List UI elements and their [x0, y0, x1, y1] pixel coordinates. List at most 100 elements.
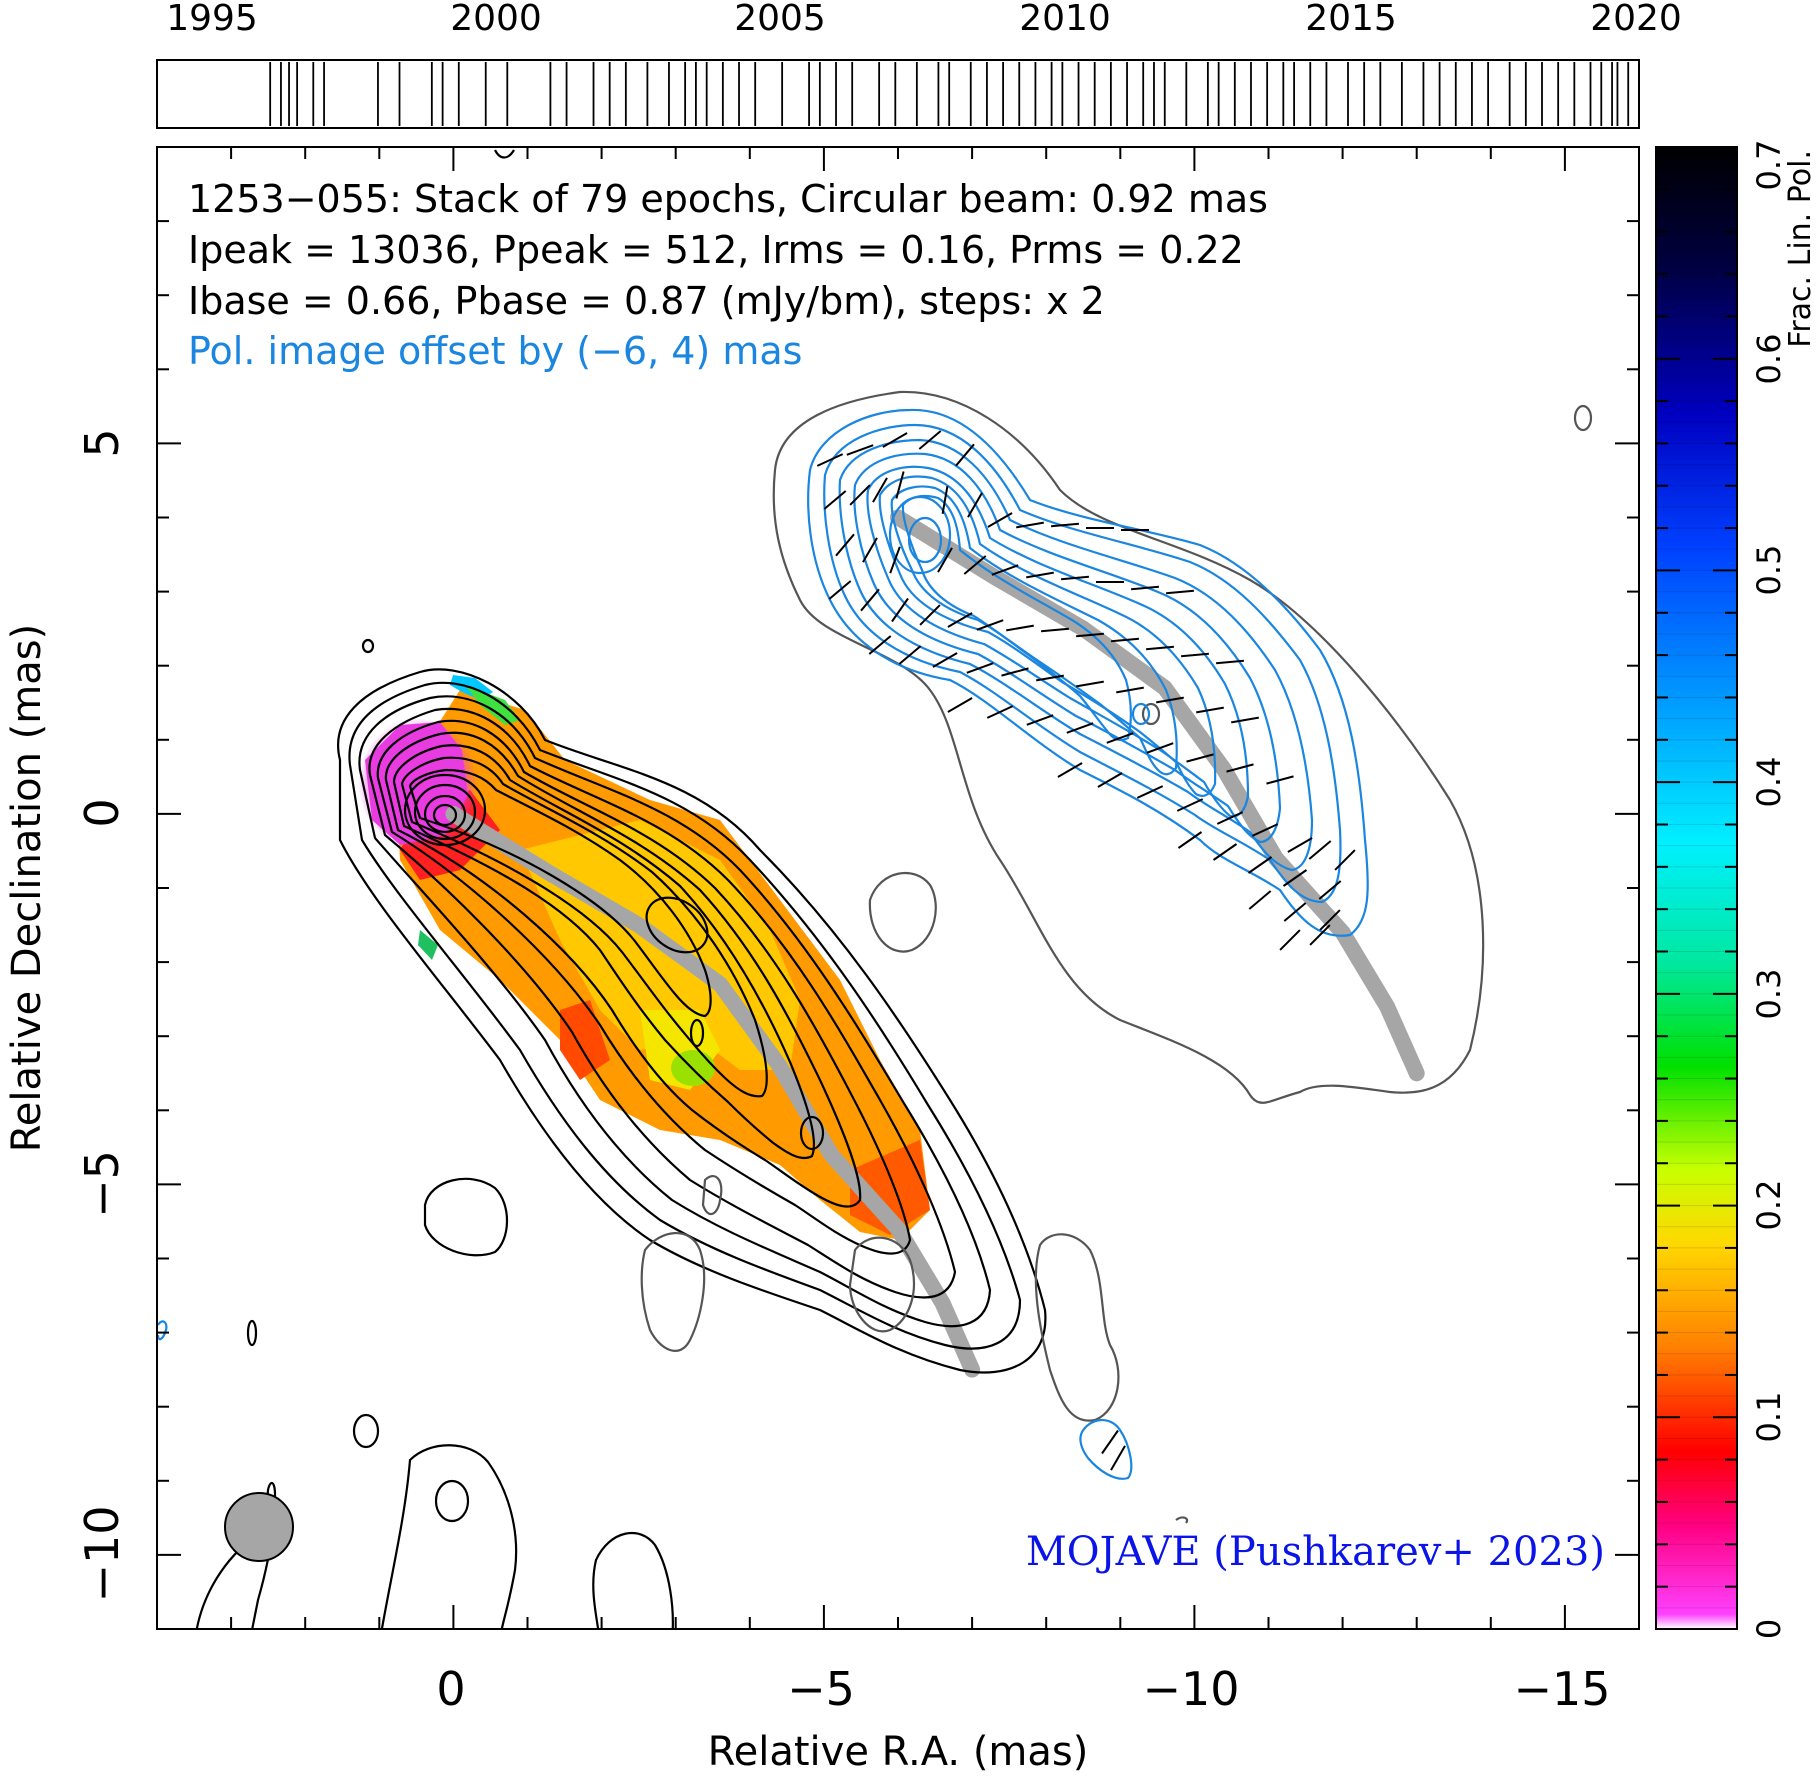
evpa-tick	[1097, 772, 1123, 788]
contour	[434, 1479, 470, 1523]
evpa-tick	[816, 453, 844, 467]
colorbar-tick-label: 0.6	[1750, 334, 1788, 385]
fpol-red-region	[560, 1000, 610, 1080]
evpa-tick	[1308, 840, 1332, 860]
evpa-tick	[1176, 798, 1204, 812]
x-tick-label: 0	[436, 1662, 465, 1716]
evpa-tick	[1001, 667, 1029, 677]
epoch-year-label: 2000	[450, 0, 542, 39]
contour	[689, 1018, 705, 1048]
evpa-tick	[1131, 585, 1159, 591]
contour	[1175, 1516, 1189, 1524]
contour	[866, 465, 1250, 818]
contour	[413, 783, 477, 841]
contour	[807, 408, 1369, 937]
evpa-tick	[1036, 674, 1064, 682]
colorbar-tick-label: 0.7	[1750, 140, 1788, 191]
contour	[392, 744, 815, 1160]
evpa-tick	[1016, 521, 1044, 529]
contour	[432, 803, 458, 827]
evpa-tick	[918, 430, 942, 450]
evpa-tick	[1283, 902, 1307, 922]
evpa-tick	[937, 547, 953, 573]
x-tick-label: −15	[1513, 1662, 1610, 1716]
colorbar: 0 0.1 0.2 0.3 0.4 0.5 0.6 0.7 Frac. Lin.…	[1655, 140, 1818, 1639]
evpa-tick	[1111, 637, 1139, 643]
epoch-year-label: 1995	[166, 0, 258, 39]
contour	[868, 871, 937, 953]
evpa-tick	[1057, 762, 1083, 778]
evpa-tick	[1279, 929, 1301, 951]
evpa-tick	[849, 484, 871, 506]
colorbar-bands	[1656, 146, 1737, 1630]
fractional-pol-image	[358, 675, 930, 1240]
contour	[1079, 1419, 1133, 1480]
colorbar-frame	[1655, 146, 1738, 1630]
evpa-tick	[1181, 652, 1209, 658]
map-ticks	[157, 147, 1639, 1629]
contour	[1573, 404, 1593, 432]
evpa-tick	[1166, 589, 1194, 595]
evpa-tick	[991, 564, 1019, 576]
contour	[848, 1236, 915, 1333]
evpa-ticks	[816, 430, 1356, 1471]
evpa-tick	[1110, 1445, 1126, 1471]
evpa-tick	[891, 597, 909, 623]
title-line: Ipeak = 13036, Ppeak = 512, Irms = 0.16,…	[188, 228, 1244, 272]
y-tick-label: −5	[75, 1150, 129, 1218]
evpa-tick	[1216, 659, 1244, 665]
evpa-tick	[987, 512, 1013, 528]
evpa-tick	[1041, 627, 1069, 633]
evpa-tick	[967, 492, 983, 518]
colorbar-tick-label: 0	[1750, 1619, 1788, 1639]
colorbar-tick-label: 0.3	[1750, 969, 1788, 1020]
evpa-tick	[1177, 831, 1203, 849]
evpa-tick	[947, 612, 973, 628]
evpa-tick	[1266, 775, 1294, 785]
contour	[640, 1232, 706, 1352]
y-axis-label: Relative Declination (mas)	[4, 624, 50, 1152]
evpa-tick	[868, 635, 892, 655]
evpa-tick	[1318, 880, 1342, 900]
y-tick-label: −10	[75, 1505, 129, 1602]
evpa-tick	[835, 533, 855, 557]
contour	[358, 695, 992, 1328]
contour	[423, 1177, 509, 1257]
evpa-tick	[963, 555, 987, 575]
evpa-tick	[1146, 742, 1174, 754]
evpa-tick	[872, 477, 888, 503]
epoch-year-label: 2015	[1305, 0, 1397, 39]
y-tick-label: 5	[75, 428, 129, 457]
contour	[337, 668, 1047, 1374]
evpa-tick	[895, 471, 905, 499]
evpa-tick	[1006, 624, 1034, 632]
fpol-edge	[418, 930, 438, 960]
contour	[878, 475, 1217, 797]
contour	[592, 1531, 674, 1629]
colorbar-tick-label: 0.4	[1750, 757, 1788, 808]
evpa-tick	[1196, 706, 1224, 714]
evpa-tick	[1101, 1429, 1119, 1455]
contour	[423, 794, 467, 834]
contour	[1034, 1233, 1120, 1422]
epoch-year-label: 2010	[1019, 0, 1111, 39]
evpa-tick	[846, 444, 874, 456]
evpa-tick	[1146, 645, 1174, 651]
evpa-tick	[1334, 849, 1356, 871]
contour	[901, 494, 1132, 742]
map-content	[157, 149, 1593, 1629]
evpa-tick	[1076, 680, 1104, 688]
contour	[838, 438, 1314, 872]
contour	[494, 149, 515, 159]
evpa-tick	[941, 486, 949, 514]
contour	[890, 485, 1178, 776]
contour	[403, 773, 487, 847]
beam-circle	[224, 1492, 294, 1562]
contour	[823, 423, 1342, 904]
contour	[853, 452, 1282, 844]
evpa-tick	[1156, 696, 1184, 704]
evpa-tick	[1309, 924, 1331, 946]
map-panel: 1253−055: Stack of 79 epochs, Circular b…	[4, 146, 1640, 1775]
evpa-tick	[1106, 732, 1134, 744]
